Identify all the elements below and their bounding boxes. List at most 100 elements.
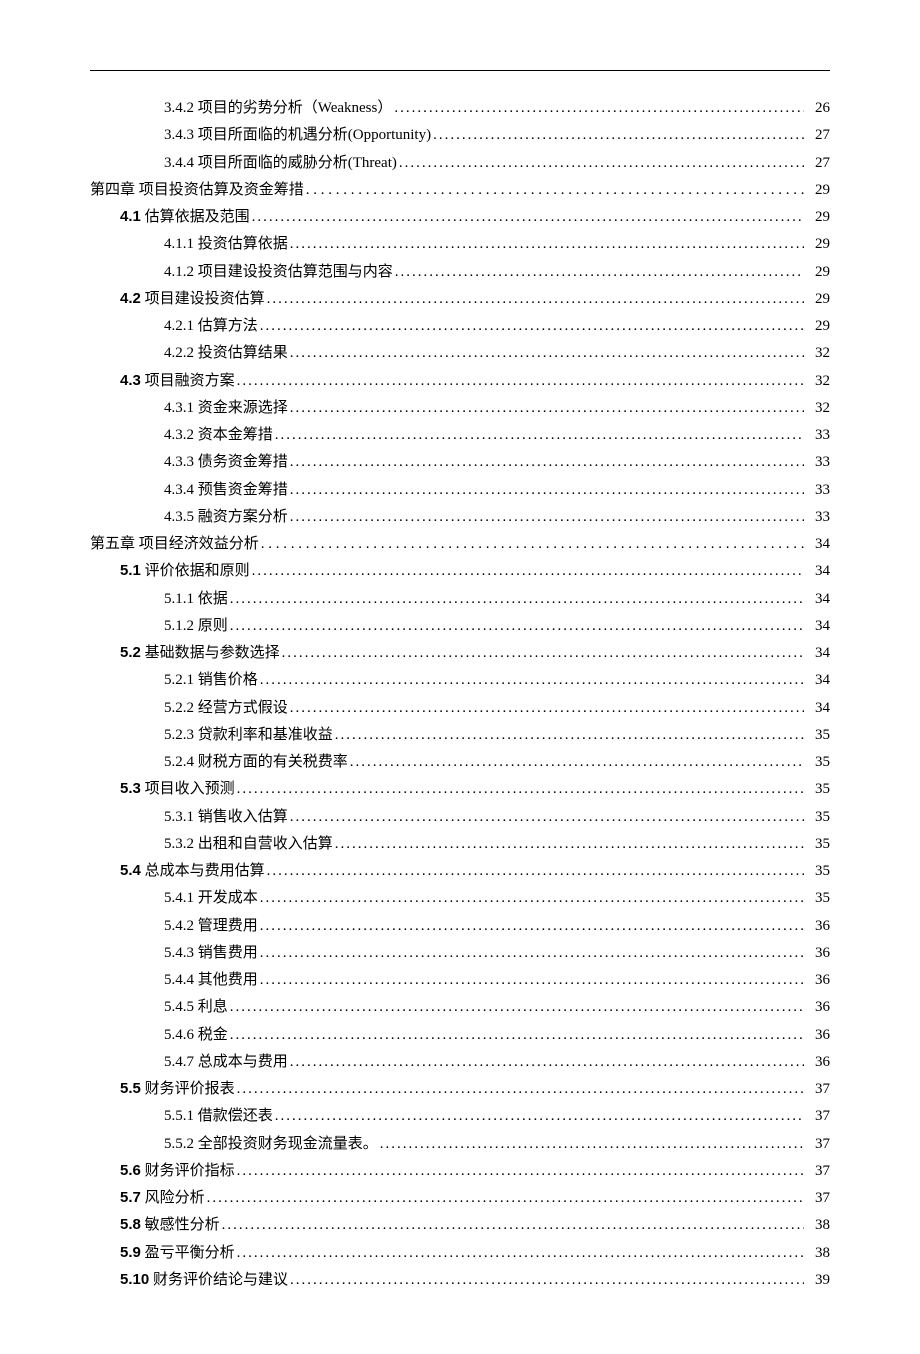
toc-entry-label: 4.3.4 预售资金筹措 (164, 477, 288, 503)
toc-entry-label: 5.6 财务评价指标 (120, 1158, 235, 1184)
toc-leader-dots (252, 204, 804, 230)
toc-leader-dots (237, 368, 804, 394)
toc-entry-page: 34 (806, 531, 830, 557)
toc-entry-page: 33 (806, 477, 830, 503)
toc-leader-dots (230, 1022, 804, 1048)
toc-entry: 4.1 估算依据及范围29 (90, 204, 830, 230)
toc-entry-page: 36 (806, 913, 830, 939)
toc-entry: 5.7 风险分析37 (90, 1185, 830, 1211)
toc-entry: 5.4.3 销售费用36 (90, 940, 830, 966)
toc-entry-page: 38 (806, 1212, 830, 1238)
toc-entry-label: 4.3.3 债务资金筹措 (164, 449, 288, 475)
toc-entry-label: 5.1.2 原则 (164, 613, 228, 639)
toc-leader-dots (261, 531, 804, 557)
toc-entry: 5.3 项目收入预测35 (90, 776, 830, 802)
toc-leader-dots (290, 1049, 804, 1075)
toc-entry-label: 5.1.1 依据 (164, 586, 228, 612)
toc-leader-dots (350, 749, 804, 775)
toc-entry: 5.6 财务评价指标37 (90, 1158, 830, 1184)
toc-entry-label: 5.4.4 其他费用 (164, 967, 258, 993)
toc-leader-dots (230, 994, 804, 1020)
toc-entry-label: 5.5 财务评价报表 (120, 1076, 235, 1102)
toc-entry: 5.4.5 利息36 (90, 994, 830, 1020)
toc-entry-label: 4.3.2 资本金筹措 (164, 422, 273, 448)
toc-entry-label: 5.5.2 全部投资财务现金流量表。 (164, 1131, 378, 1157)
toc-entry: 4.3.2 资本金筹措 33 (90, 422, 830, 448)
toc-entry-page: 35 (806, 722, 830, 748)
document-page: 3.4.2 项目的劣势分析（Weakness） 263.4.3 项目所面临的机遇分… (0, 0, 920, 1354)
toc-leader-dots (260, 885, 804, 911)
toc-leader-dots (237, 1076, 804, 1102)
toc-entry-page: 29 (806, 231, 830, 257)
toc-entry-label: 5.8 敏感性分析 (120, 1212, 220, 1238)
toc-entry-label: 4.3.1 资金来源选择 (164, 395, 288, 421)
toc-entry: 4.1.2 项目建设投资估算范围与内容29 (90, 259, 830, 285)
toc-entry-page: 35 (806, 749, 830, 775)
toc-leader-dots (290, 477, 804, 503)
toc-entry: 3.4.4 项目所面临的威胁分析(Threat)27 (90, 150, 830, 176)
toc-entry: 5.2.3 贷款利率和基准收益35 (90, 722, 830, 748)
toc-entry-label: 5.4.5 利息 (164, 994, 228, 1020)
toc-entry-page: 34 (806, 695, 830, 721)
toc-leader-dots (260, 667, 804, 693)
toc-entry-page: 36 (806, 940, 830, 966)
toc-entry: 4.2 项目建设投资估算29 (90, 286, 830, 312)
toc-entry-page: 26 (806, 95, 830, 121)
toc-entry-label: 5.10 财务评价结论与建议 (120, 1267, 288, 1293)
toc-entry-page: 29 (806, 177, 830, 203)
toc-entry-page: 34 (806, 640, 830, 666)
toc-leader-dots (433, 122, 804, 148)
toc-entry: 5.4 总成本与费用估算35 (90, 858, 830, 884)
toc-entry: 4.2.1 估算方法29 (90, 313, 830, 339)
toc-entry-label: 4.2.1 估算方法 (164, 313, 258, 339)
toc-entry-label: 4.1 估算依据及范围 (120, 204, 250, 230)
toc-entry-page: 33 (806, 449, 830, 475)
toc-leader-dots (290, 804, 804, 830)
toc-leader-dots (237, 1240, 804, 1266)
toc-entry-page: 35 (806, 831, 830, 857)
toc-entry-page: 35 (806, 885, 830, 911)
toc-leader-dots (260, 313, 804, 339)
toc-entry: 5.4.4 其他费用36 (90, 967, 830, 993)
toc-entry-page: 34 (806, 667, 830, 693)
toc-entry-page: 33 (806, 422, 830, 448)
toc-leader-dots (267, 286, 804, 312)
toc-entry-label: 3.4.4 项目所面临的威胁分析(Threat) (164, 150, 397, 176)
toc-leader-dots (290, 395, 804, 421)
toc-entry-page: 32 (806, 395, 830, 421)
toc-entry: 5.4.7 总成本与费用36 (90, 1049, 830, 1075)
toc-entry-page: 32 (806, 368, 830, 394)
toc-entry-label: 5.2 基础数据与参数选择 (120, 640, 280, 666)
toc-entry: 5.2.1 销售价格34 (90, 667, 830, 693)
toc-entry-label: 4.1.2 项目建设投资估算范围与内容 (164, 259, 393, 285)
toc-leader-dots (335, 831, 804, 857)
toc-leader-dots (267, 858, 804, 884)
toc-leader-dots (290, 1267, 804, 1293)
toc-entry-label: 3.4.2 项目的劣势分析（Weakness） (164, 95, 392, 121)
toc-entry-label: 第四章 项目投资估算及资金筹措 (90, 177, 304, 203)
toc-leader-dots (335, 722, 804, 748)
toc-leader-dots (260, 967, 804, 993)
toc-entry: 4.3 项目融资方案32 (90, 368, 830, 394)
toc-entry-label: 5.4.1 开发成本 (164, 885, 258, 911)
toc-entry: 第四章 项目投资估算及资金筹措 29 (90, 177, 830, 203)
toc-entry-label: 4.2 项目建设投资估算 (120, 286, 265, 312)
toc-leader-dots (380, 1131, 804, 1157)
toc-leader-dots (395, 259, 804, 285)
toc-entry-page: 36 (806, 1022, 830, 1048)
toc-entry-page: 37 (806, 1131, 830, 1157)
toc-entry: 5.2.2 经营方式假设34 (90, 695, 830, 721)
toc-entry: 5.5 财务评价报表37 (90, 1076, 830, 1102)
toc-entry-page: 38 (806, 1240, 830, 1266)
toc-entry: 3.4.2 项目的劣势分析（Weakness） 26 (90, 95, 830, 121)
toc-entry: 4.3.1 资金来源选择 32 (90, 395, 830, 421)
toc-leader-dots (275, 1103, 804, 1129)
toc-entry-label: 5.4 总成本与费用估算 (120, 858, 265, 884)
toc-entry-label: 5.1 评价依据和原则 (120, 558, 250, 584)
toc-entry: 3.4.3 项目所面临的机遇分析(Opportunity)27 (90, 122, 830, 148)
toc-leader-dots (394, 95, 804, 121)
toc-leader-dots (230, 586, 804, 612)
toc-entry: 4.3.4 预售资金筹措 33 (90, 477, 830, 503)
toc-entry-page: 27 (806, 122, 830, 148)
toc-entry: 4.3.5 融资方案分析33 (90, 504, 830, 530)
